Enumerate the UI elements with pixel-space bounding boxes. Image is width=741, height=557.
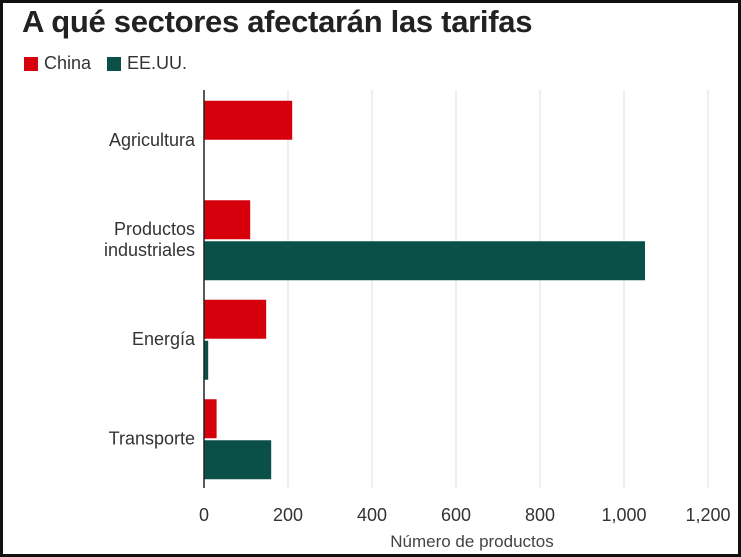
x-tick-label-1200: 1,200: [685, 505, 730, 525]
bar-china-agricultura: [204, 100, 293, 140]
category-label-transporte: Transporte: [109, 428, 195, 448]
bar-china-productos-industriales: [204, 200, 251, 240]
bar-us-transporte: [204, 440, 272, 480]
legend-label-us: EE.UU.: [127, 53, 188, 73]
category-label-energia: Energía: [132, 329, 196, 349]
legend-item-china: China: [24, 53, 91, 74]
legend-label-china: China: [44, 53, 92, 73]
x-tick-label-1000: 1,000: [601, 505, 646, 525]
bar-us-productos-industriales: [204, 241, 645, 281]
bar-china-transporte: [204, 399, 217, 439]
x-tick-label-200: 200: [273, 505, 303, 525]
category-label-agricultura: Agricultura: [109, 130, 196, 150]
bar-china-energia: [204, 299, 267, 339]
legend-swatch-china: [24, 56, 38, 71]
legend-swatch-us: [107, 56, 122, 71]
legend-item-us: EE.UU.: [107, 53, 187, 74]
category-label-productos-industriales: Productos industriales: [104, 219, 195, 260]
x-axis-title: Número de productos: [390, 532, 553, 551]
x-tick-label-600: 600: [441, 505, 471, 525]
x-tick-label-400: 400: [357, 505, 387, 525]
chart-title: A qué sectores afectarán las tarifas: [22, 4, 533, 39]
bar-us-energia: [204, 340, 209, 380]
x-tick-label-0: 0: [199, 505, 209, 525]
legend: China EE.UU.: [24, 53, 203, 74]
x-tick-label-800: 800: [525, 505, 555, 525]
